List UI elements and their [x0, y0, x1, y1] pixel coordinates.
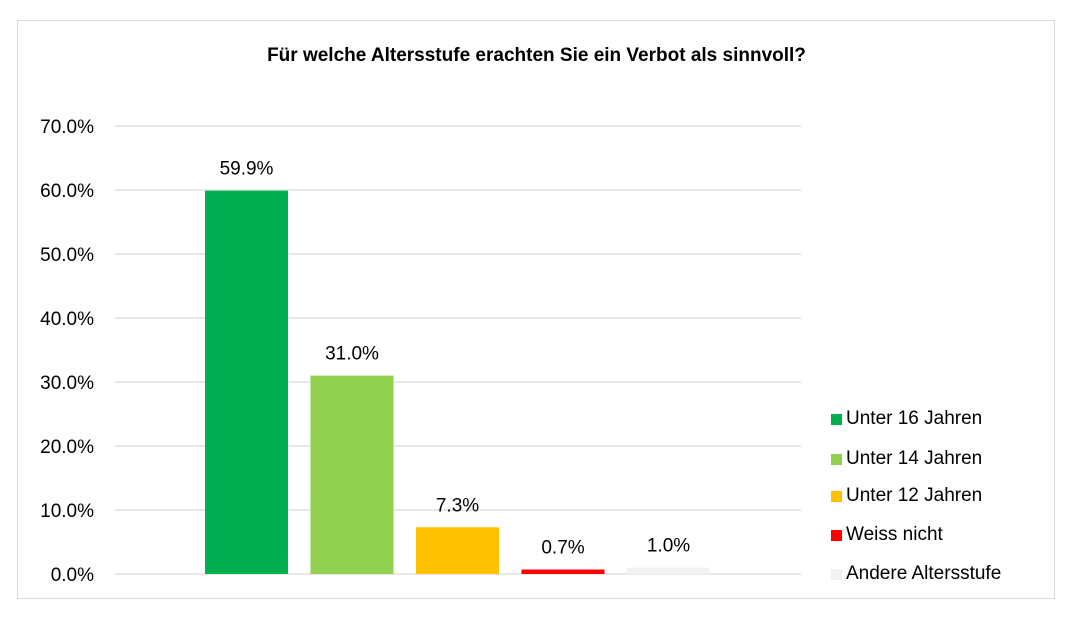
data-label: 59.9% — [220, 159, 274, 180]
legend-item: Unter 16 Jahren — [831, 408, 982, 430]
legend-swatch — [831, 490, 842, 502]
data-label: 31.0% — [325, 344, 379, 365]
legend-item: Unter 14 Jahren — [831, 448, 982, 470]
legend-label: Unter 12 Jahren — [846, 485, 983, 506]
legend-item: Unter 12 Jahren — [831, 485, 982, 507]
bar-2 — [416, 527, 499, 574]
legend-label: Unter 14 Jahren — [846, 448, 983, 469]
legend-swatch — [831, 568, 842, 580]
chart-title: Für welche Altersstufe erachten Sie ein … — [267, 45, 806, 66]
y-tick-label: 0.0% — [51, 565, 94, 586]
bar-1 — [310, 375, 394, 574]
bar-0 — [205, 190, 288, 574]
chart-frame — [17, 20, 1055, 599]
bar-4 — [627, 567, 710, 574]
legend-swatch — [831, 413, 842, 425]
data-label: 1.0% — [647, 536, 690, 557]
legend-label: Unter 16 Jahren — [846, 408, 983, 429]
legend-swatch — [831, 453, 842, 465]
legend-label: Weiss nicht — [846, 524, 943, 545]
y-tick-label: 70.0% — [40, 117, 94, 138]
legend-label: Andere Altersstufe — [846, 563, 1002, 584]
bar-3 — [521, 569, 605, 574]
legend-swatch — [831, 529, 842, 541]
y-tick-label: 60.0% — [40, 181, 94, 202]
y-tick-label: 10.0% — [40, 501, 94, 522]
y-tick-label: 30.0% — [40, 373, 94, 394]
data-label: 0.7% — [541, 538, 584, 559]
y-tick-label: 50.0% — [40, 245, 94, 266]
data-label: 7.3% — [436, 495, 479, 516]
legend-item: Andere Altersstufe — [831, 563, 1001, 585]
y-tick-label: 20.0% — [40, 437, 94, 458]
legend-item: Weiss nicht — [831, 524, 943, 546]
y-tick-label: 40.0% — [40, 309, 94, 330]
